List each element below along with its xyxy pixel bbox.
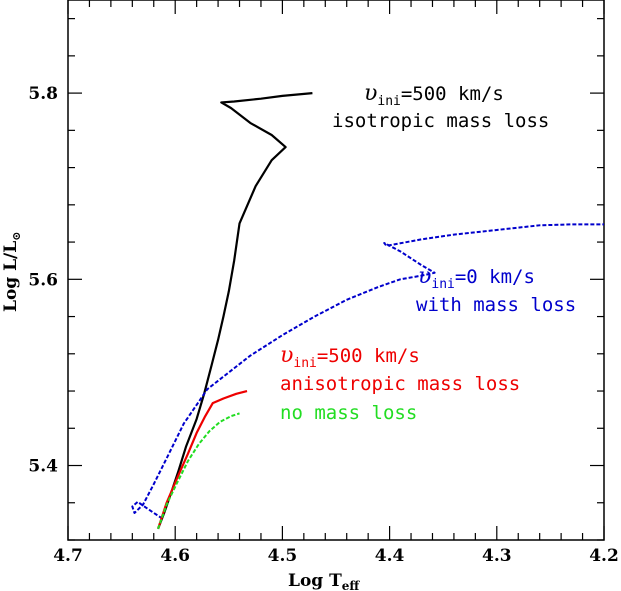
x-tick-label: 4.7 bbox=[53, 546, 83, 566]
x-axis-title-main: Log T bbox=[288, 571, 342, 591]
annotation-black-v: υ bbox=[364, 81, 377, 106]
annotation-red-sub: ini bbox=[293, 356, 316, 371]
y-axis-title: Log L/L⊙ bbox=[1, 232, 23, 312]
annotation-blue-rest: =0 km/s bbox=[455, 266, 535, 288]
y-tick-label: 5.4 bbox=[28, 457, 58, 477]
y-tick-label: 5.8 bbox=[28, 84, 58, 104]
annotation-blue-line2: with mass loss bbox=[416, 294, 576, 316]
x-axis-title: Log Teff bbox=[288, 571, 360, 591]
series-line-3 bbox=[157, 412, 240, 530]
annotation-black-sub: ini bbox=[377, 94, 400, 109]
annotation-black-rest: =500 km/s bbox=[401, 83, 504, 105]
tick-marks bbox=[67, 0, 605, 541]
x-axis-title-sub: eff bbox=[342, 579, 361, 591]
annotation-green: no mass loss bbox=[280, 402, 417, 424]
tick-labels: 4.7 4.6 4.5 4.4 4.3 4.2 5.4 5.6 5.8 bbox=[28, 84, 618, 566]
y-axis-title-sub: ⊙ bbox=[10, 232, 23, 241]
series-layer bbox=[131, 92, 604, 530]
x-tick-label: 4.4 bbox=[375, 546, 405, 566]
annotation-blue-sub: ini bbox=[431, 277, 454, 292]
x-tick-label: 4.6 bbox=[160, 546, 190, 566]
x-tick-label: 4.5 bbox=[268, 546, 298, 566]
annotation-red-line1: υini=500 km/s bbox=[280, 343, 420, 371]
annotation-blue-line1: υini=0 km/s bbox=[418, 264, 535, 292]
x-tick-label: 4.2 bbox=[589, 546, 619, 566]
y-tick-label: 5.6 bbox=[28, 270, 58, 290]
annotation-black-line2: isotropic mass loss bbox=[332, 110, 549, 132]
annotation-red-v: υ bbox=[280, 343, 293, 368]
series-line-1 bbox=[131, 223, 604, 520]
x-tick-label: 4.3 bbox=[482, 546, 512, 566]
annotation-red-rest: =500 km/s bbox=[317, 345, 420, 367]
series-line-0 bbox=[157, 92, 313, 530]
frame-layer bbox=[67, 0, 605, 541]
plot-frame bbox=[67, 0, 605, 541]
annotation-black: υini=500 km/s isotropic mass loss bbox=[332, 81, 549, 132]
annotation-black-line1: υini=500 km/s bbox=[364, 81, 504, 109]
annotation-blue: υini=0 km/s with mass loss bbox=[416, 264, 576, 316]
series-line-2 bbox=[157, 389, 248, 530]
annotation-green-line1: no mass loss bbox=[280, 402, 417, 424]
y-axis-title-main: Log L/L bbox=[1, 241, 21, 312]
annotation-blue-v: υ bbox=[418, 264, 431, 289]
annotation-red: υini=500 km/s anisotropic mass loss bbox=[280, 343, 520, 395]
annotation-red-line2: anisotropic mass loss bbox=[280, 373, 520, 395]
